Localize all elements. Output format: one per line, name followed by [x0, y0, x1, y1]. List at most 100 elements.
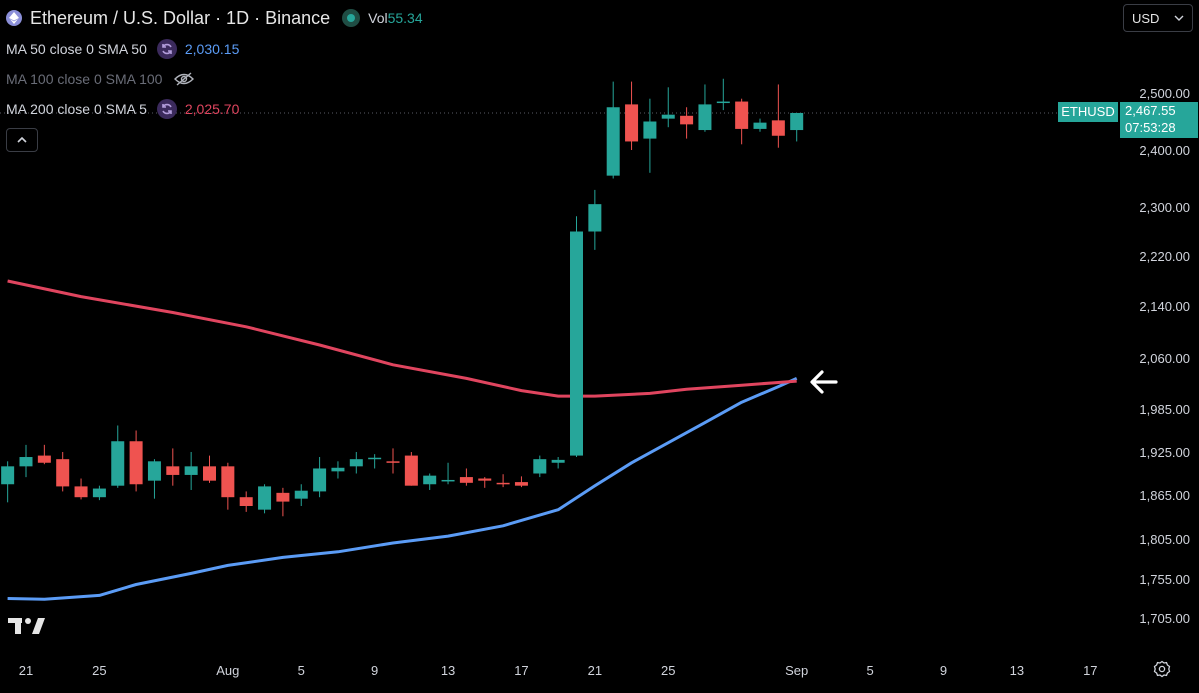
chart-legend: Ethereum / U.S. Dollar · 1D · Binance Vo…: [6, 6, 423, 152]
candle: [37, 444, 51, 465]
refresh-icon[interactable]: [156, 39, 177, 59]
candle-body: [698, 104, 712, 131]
candle: [588, 189, 602, 250]
candle-body: [258, 486, 272, 510]
price-tick-label: 1,865.00: [1139, 488, 1190, 503]
chevron-down-icon: [1174, 15, 1184, 21]
moving-average-lines: [7, 279, 798, 601]
last-price-tag: 2,467.55 07:53:28: [1120, 102, 1198, 138]
time-tick-label: 5: [298, 663, 305, 678]
candle: [368, 454, 382, 469]
time-tick-label: Aug: [216, 663, 239, 678]
candle: [1, 461, 15, 503]
ethereum-icon: [6, 10, 22, 26]
indicator-ma200[interactable]: MA 200 close 0 SMA 5 2,025.70: [6, 94, 423, 124]
indicator-ma100[interactable]: MA 100 close 0 SMA 100: [6, 64, 423, 94]
candle-body: [184, 466, 198, 475]
price-tick-label: 1,925.00: [1139, 445, 1190, 460]
candle: [258, 484, 272, 514]
candle: [221, 462, 235, 510]
price-tick-label: 2,300.00: [1139, 200, 1190, 215]
gear-icon[interactable]: [1153, 660, 1171, 678]
collapse-legend-button[interactable]: [6, 128, 38, 152]
candle: [551, 457, 565, 469]
candle: [625, 81, 639, 150]
candle: [349, 452, 363, 474]
candle-body: [19, 457, 33, 467]
price-axis[interactable]: 2,500.00 2,400.00 2,300.00 2,220.00 2,140.00…: [1139, 86, 1190, 626]
indicator-ma50[interactable]: MA 50 close 0 SMA 50 2,030.15: [6, 34, 423, 64]
bar-countdown: 07:53:28: [1125, 120, 1176, 135]
volume-value: 55.34: [387, 10, 423, 26]
candle-body: [221, 466, 235, 498]
candle-body: [478, 478, 492, 481]
candle-body: [661, 114, 675, 119]
symbol-title-row: Ethereum / U.S. Dollar · 1D · Binance Vo…: [6, 6, 423, 30]
time-tick-label: 13: [441, 663, 455, 678]
time-axis[interactable]: 21 25 Aug 5 9 13 17 21 25 Sep 5 9 13 17: [19, 663, 1098, 678]
candle-body: [551, 459, 565, 463]
price-tick-label: 1,805.00: [1139, 532, 1190, 547]
candlesticks: [1, 78, 804, 517]
candle-body: [166, 466, 180, 475]
price-tick-label: 2,060.00: [1139, 351, 1190, 366]
currency-selector[interactable]: USD: [1123, 4, 1193, 32]
candle: [203, 455, 216, 483]
candle-body: [56, 459, 70, 487]
symbol-title[interactable]: Ethereum / U.S. Dollar · 1D · Binance: [30, 7, 331, 28]
time-tick-label: 9: [940, 663, 947, 678]
candle: [331, 461, 345, 479]
candle: [716, 78, 730, 111]
candle: [239, 491, 253, 512]
candle-body: [313, 468, 327, 492]
candle-body: [588, 204, 602, 232]
candle-body: [386, 461, 400, 463]
market-status-icon[interactable]: [342, 9, 361, 27]
time-tick-label: 17: [1083, 663, 1097, 678]
chevron-up-icon: [17, 136, 27, 143]
candle-body: [37, 455, 51, 463]
eye-hidden-icon[interactable]: [174, 72, 195, 86]
candle-body: [276, 492, 290, 502]
candle: [661, 87, 675, 128]
volume-label: Vol: [368, 10, 388, 26]
candle-body: [239, 497, 253, 506]
price-tick-label: 2,400.00: [1139, 143, 1190, 158]
candle: [129, 430, 143, 492]
indicator-ma200-value: 2,025.70: [184, 101, 240, 117]
candle: [19, 444, 33, 478]
candle: [111, 425, 125, 488]
refresh-icon[interactable]: [156, 99, 177, 119]
price-tick-label: 2,220.00: [1139, 249, 1190, 264]
candle-body: [1, 466, 15, 485]
time-tick-label: 5: [866, 663, 873, 678]
candle: [166, 448, 180, 486]
candle: [698, 84, 712, 132]
candle-body: [716, 101, 730, 104]
candle: [680, 107, 694, 139]
indicator-ma50-label: MA 50 close 0 SMA 50: [6, 41, 147, 57]
candle: [276, 487, 290, 517]
indicator-ma50-value: 2,030.15: [184, 41, 240, 57]
candle: [147, 459, 161, 499]
candle-body: [514, 482, 528, 486]
candle-body: [129, 441, 143, 485]
tradingview-logo-icon[interactable]: [8, 616, 46, 636]
price-tick-label: 2,140.00: [1139, 299, 1190, 314]
candle-body: [423, 475, 437, 485]
candle: [771, 84, 785, 148]
candle: [753, 118, 767, 132]
time-tick-label: 9: [371, 663, 378, 678]
candle: [533, 455, 547, 478]
candle: [386, 448, 400, 474]
candle-body: [570, 231, 583, 456]
candle: [790, 112, 804, 142]
candle: [56, 452, 70, 492]
candle-body: [147, 461, 161, 481]
time-tick-label: 13: [1010, 663, 1024, 678]
candle: [92, 485, 106, 501]
symbol-price-tag: ETHUSD: [1058, 102, 1118, 122]
candle-body: [625, 104, 639, 142]
time-tick-label: Sep: [785, 663, 808, 678]
